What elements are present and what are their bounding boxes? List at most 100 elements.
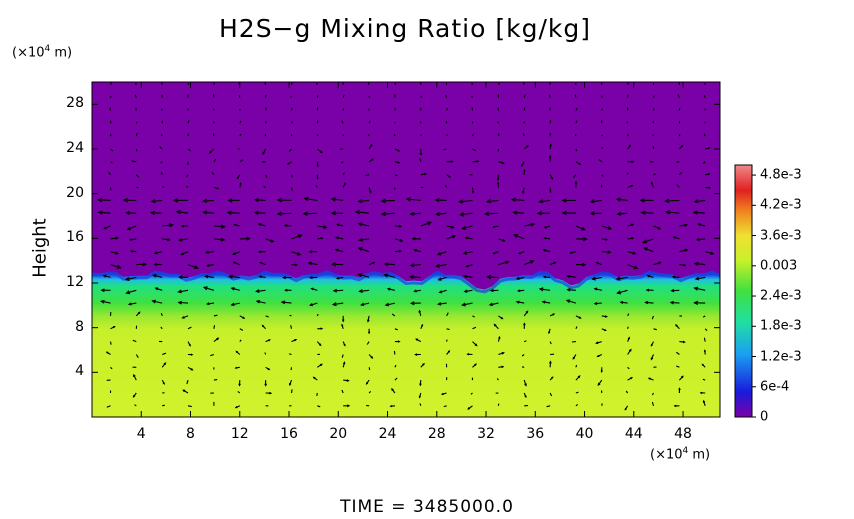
wind-vector (125, 276, 137, 281)
wind-vector (601, 174, 604, 177)
wind-vector (666, 211, 680, 214)
wind-vector (651, 392, 654, 396)
wind-vector (671, 289, 680, 292)
wind-vector-head (548, 331, 551, 335)
wind-vector (281, 301, 292, 304)
wind-vector-head (182, 389, 186, 393)
colorbar-tick-label: 4.2e-3 (760, 197, 802, 213)
wind-vector-head (294, 263, 298, 267)
wind-vector (264, 352, 267, 355)
interface-edge (91, 270, 721, 294)
wind-vector-head (181, 316, 185, 319)
wind-vector-head (448, 175, 452, 178)
wind-vector (126, 289, 137, 294)
y-unit-label: (×104 m) (12, 44, 73, 61)
wind-vector (575, 391, 579, 394)
wind-vector-head (593, 287, 598, 291)
wind-vector (255, 199, 266, 201)
wind-vector (436, 212, 447, 215)
wind-vector-head (413, 249, 417, 252)
wind-vector (134, 94, 137, 98)
wind-vector-head (549, 190, 552, 194)
wind-vector-head (253, 197, 259, 203)
wind-vector-head (565, 299, 571, 304)
wind-vector-head (530, 222, 536, 227)
wind-vector-head (133, 373, 136, 377)
wind-vector (187, 120, 190, 124)
wind-vector (110, 161, 113, 164)
wind-vector (315, 185, 318, 188)
wind-vector (566, 299, 577, 304)
wind-vector (151, 212, 163, 214)
wind-vector-head (524, 383, 527, 387)
wind-vector (187, 405, 192, 408)
wind-vector-head (371, 158, 374, 161)
wind-vector-head (129, 250, 134, 253)
wind-vector-head (358, 237, 363, 242)
wind-vector (109, 95, 112, 98)
wind-vector-head (316, 177, 319, 180)
wind-vector (652, 134, 655, 137)
wind-vector-head (692, 210, 698, 215)
wind-vector-head (552, 313, 556, 316)
wind-vector-head (543, 225, 547, 229)
wind-vector (213, 158, 217, 163)
wind-vector (135, 354, 139, 358)
wind-vector (645, 301, 654, 304)
wind-vector (213, 325, 216, 329)
wind-vector (239, 133, 242, 137)
wind-vector (676, 184, 680, 188)
wind-vector-head (437, 302, 442, 306)
wind-vector-head (525, 310, 529, 314)
wind-vector (513, 211, 525, 214)
wind-vector (548, 94, 551, 98)
wind-vector (106, 405, 111, 408)
wind-vector-head (188, 343, 191, 347)
wind-vector (549, 119, 552, 124)
wind-vector-head (154, 287, 159, 291)
wind-vector-head (202, 210, 208, 215)
wind-vector (410, 264, 421, 267)
wind-vector-head (422, 362, 425, 366)
wind-vector-head (488, 302, 493, 307)
wind-vector (393, 134, 396, 137)
wind-vector (394, 82, 397, 85)
wind-vector (187, 264, 198, 269)
wind-vector (368, 391, 372, 394)
wind-vector (229, 275, 240, 278)
wind-vector-head (331, 302, 337, 307)
wind-vector (231, 287, 240, 291)
wind-vector-head (549, 143, 552, 147)
plot-frame (91, 81, 721, 418)
wind-vector-head (346, 379, 350, 382)
wind-vector-head (334, 236, 339, 240)
wind-vector (644, 247, 654, 253)
wind-vector-head (151, 299, 157, 304)
wind-vector-head (152, 273, 157, 278)
wind-vector-head (125, 210, 130, 215)
wind-vector (652, 120, 655, 124)
wind-vector-head (97, 197, 103, 203)
wind-vector-head (630, 377, 634, 380)
wind-vector (187, 148, 192, 152)
wind-vector-head (645, 288, 650, 292)
wind-vector (135, 132, 138, 137)
wind-vector-head (357, 247, 363, 252)
wind-vector (109, 133, 112, 137)
wind-vector (665, 199, 680, 202)
wind-vector (367, 82, 370, 86)
wind-vector-head (242, 316, 246, 319)
wind-vector (617, 212, 628, 215)
wind-vector-head (413, 289, 417, 293)
wind-vector (464, 289, 473, 293)
wind-vector-head (550, 177, 554, 181)
wind-vector (393, 350, 396, 355)
wind-vector-head (163, 362, 167, 366)
wind-vector-head (642, 239, 648, 244)
wind-vector-head (257, 223, 262, 227)
chart-title: H2S−g Mixing Ratio [kg/kg] (218, 14, 591, 43)
wind-vector-head (303, 196, 309, 202)
wind-vector-head (542, 275, 547, 279)
wind-vector (176, 211, 189, 214)
wind-vector (290, 187, 293, 192)
